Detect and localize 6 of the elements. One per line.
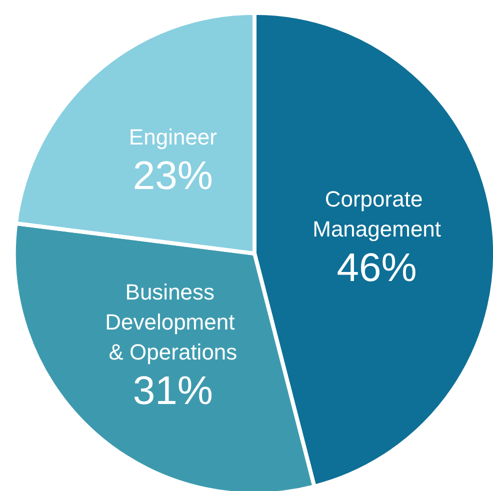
data-label: 23% [132, 154, 213, 198]
data-label: 31% [132, 368, 213, 413]
data-label: 46% [336, 246, 417, 290]
slice-label: Business Development & Operations [105, 279, 241, 364]
slice-label: Corporate Management [312, 186, 442, 242]
slice-label: Engineer [128, 124, 218, 150]
